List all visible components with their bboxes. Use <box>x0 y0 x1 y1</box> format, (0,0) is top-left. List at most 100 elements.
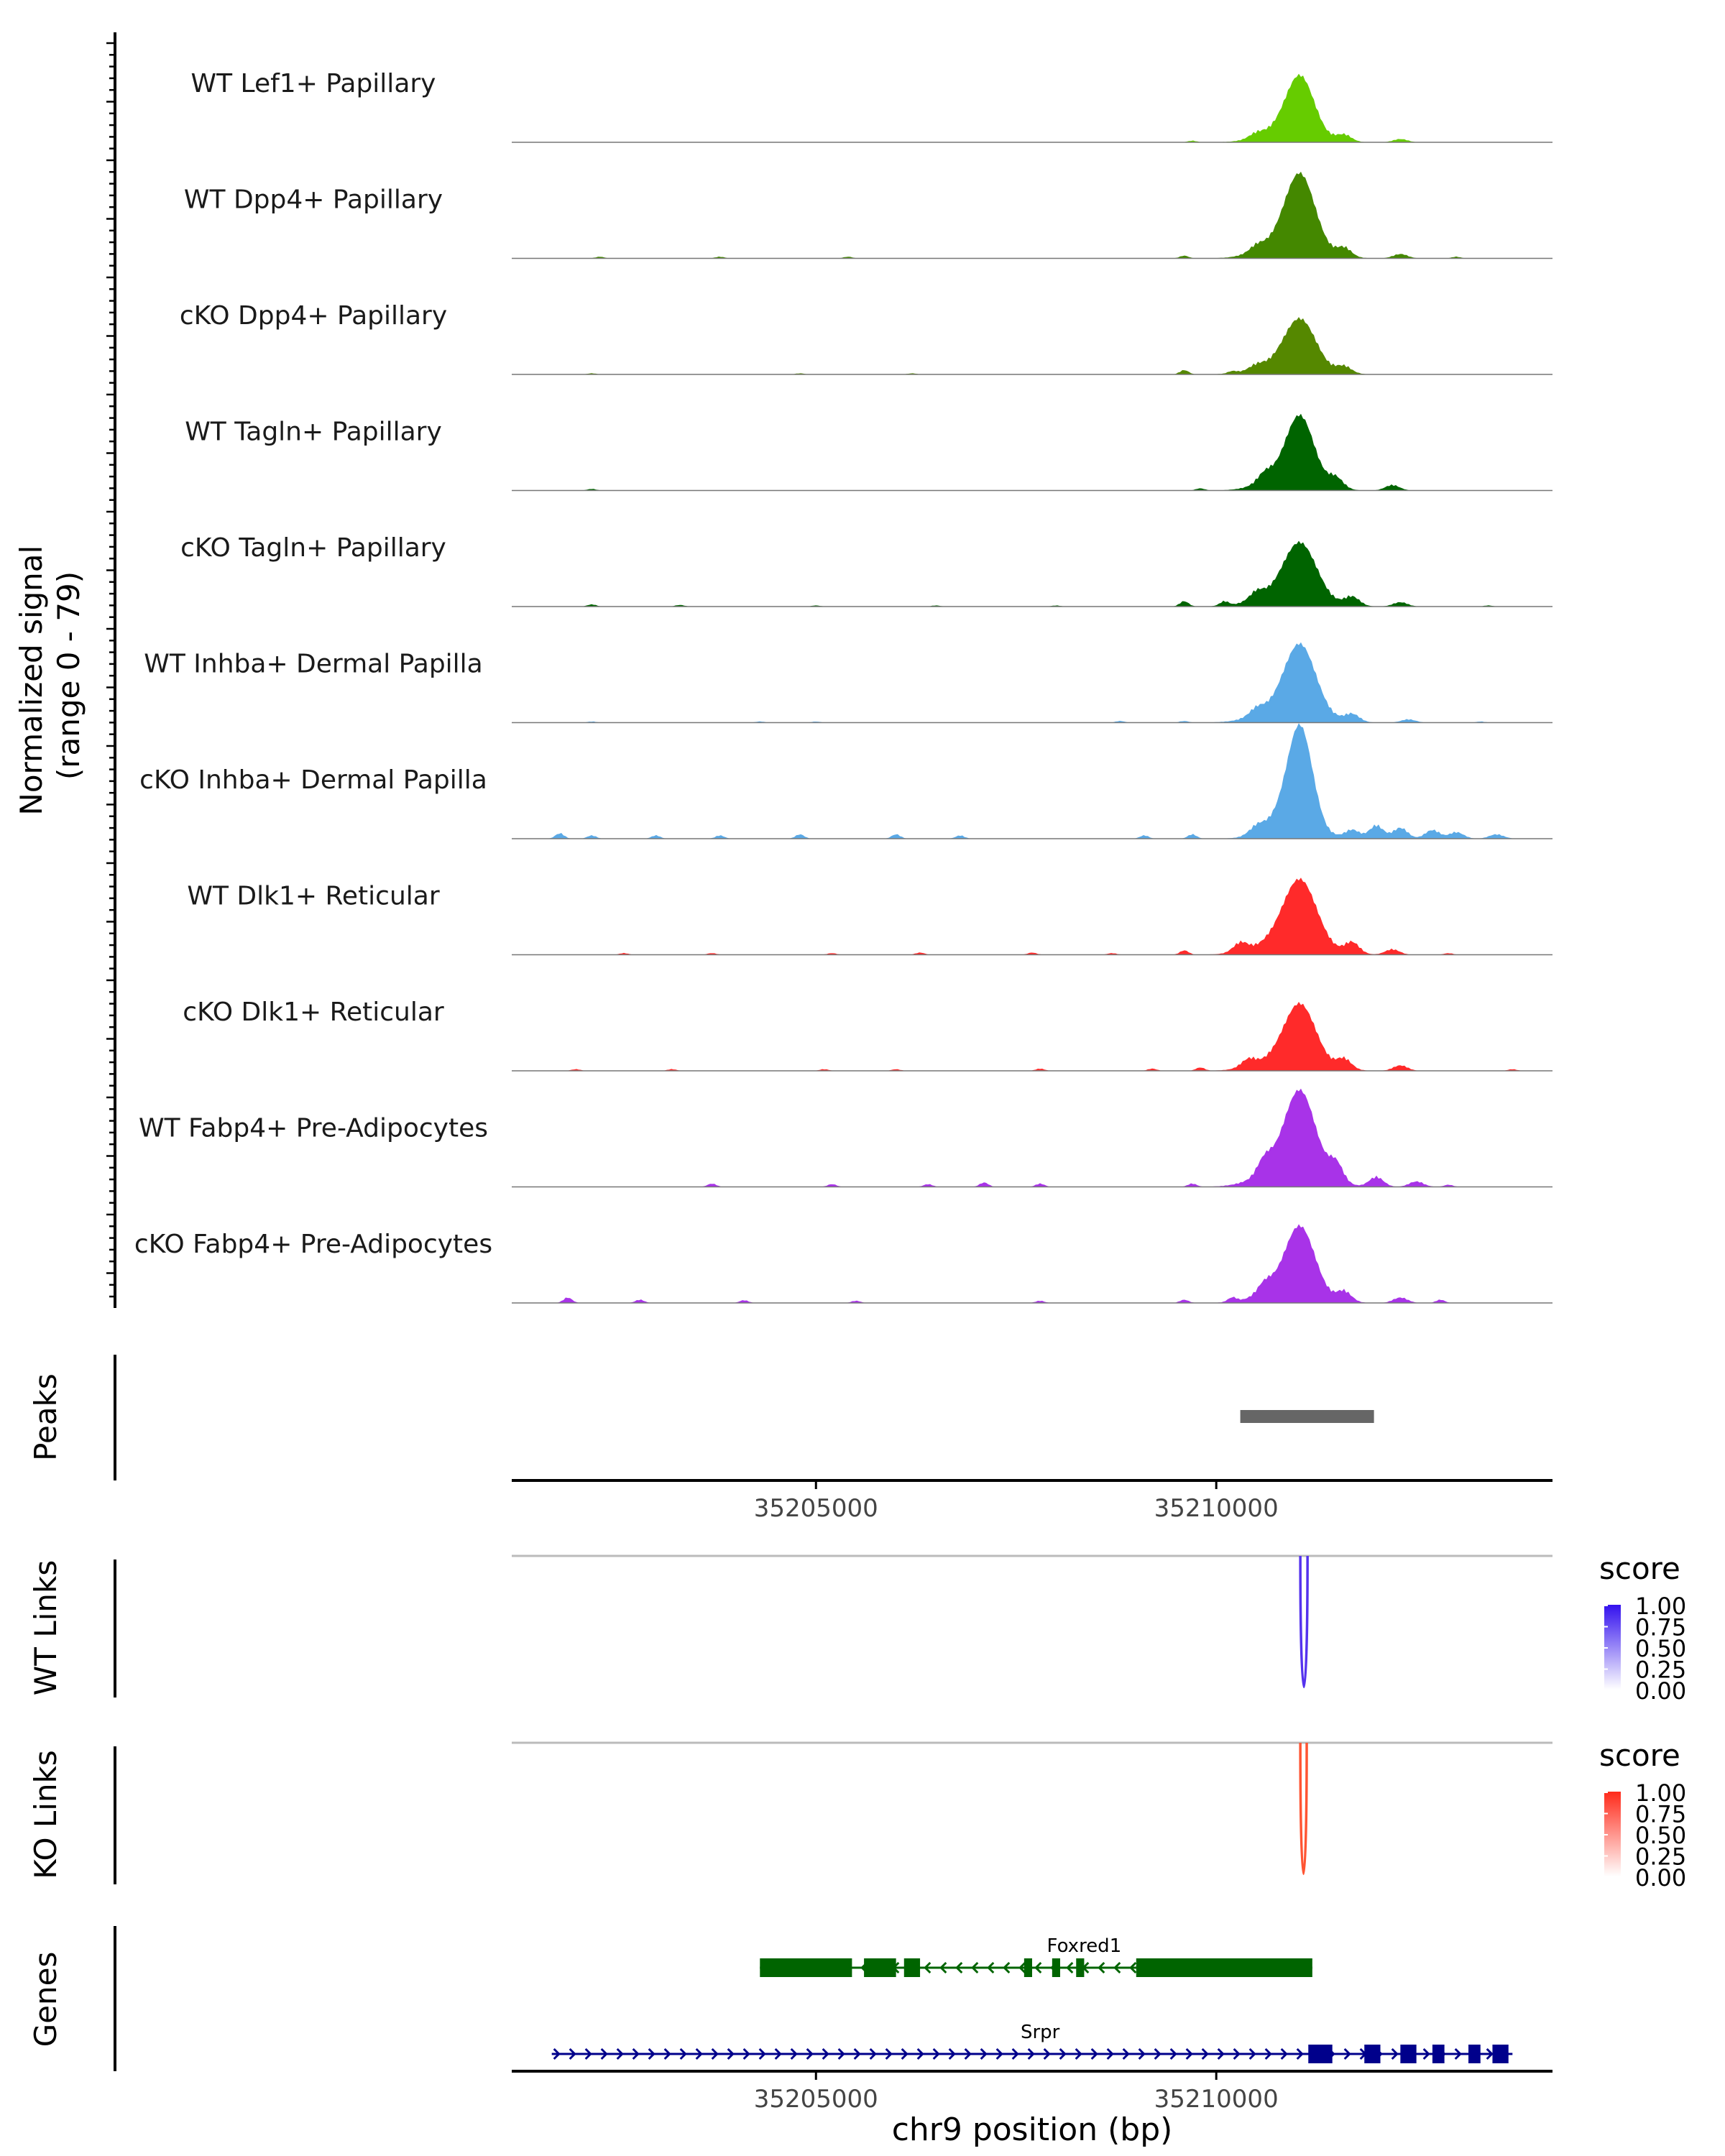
gene-exon <box>1052 1958 1060 1977</box>
gene-strand-arrow <box>1201 2047 1209 2060</box>
gene-strand-arrow <box>569 2047 576 2060</box>
gene-strand-arrow <box>758 2047 766 2060</box>
peak-bars <box>1240 1410 1374 1423</box>
track-label: WT Lef1+ Papillary <box>191 69 436 98</box>
genes-track-label: Genes <box>28 1952 63 2047</box>
gene-strand-arrow <box>1034 1961 1042 1974</box>
gene-strand-arrow <box>1296 2047 1304 2060</box>
position-axis-top-ticks: 35205000 35210000 <box>754 1480 1279 1523</box>
gene-strand-arrow <box>1075 2047 1082 2060</box>
gene-strand-arrow <box>822 2047 829 2060</box>
gene-strand-arrow <box>806 2047 814 2060</box>
coverage-area <box>512 73 1552 142</box>
coverage-area <box>512 642 1552 723</box>
legend-colorbar <box>1604 1792 1621 1876</box>
gene-strand-arrow <box>1169 2047 1177 2060</box>
legend-tick-label: 1.00 <box>1635 1779 1686 1807</box>
gene-strand-arrow <box>1138 2047 1146 2060</box>
track-label: WT Tagln+ Papillary <box>185 418 442 447</box>
gene-exon <box>1364 2045 1381 2063</box>
signal-y-axis-label-line2: (range 0 - 79) <box>51 571 86 780</box>
signal-track: WT Dlk1+ Reticular <box>187 877 1552 956</box>
gene-strand-arrow <box>600 2047 608 2060</box>
gene-strand-arrow <box>932 2047 940 2060</box>
gene-strand-arrow <box>853 2047 861 2060</box>
link-arc <box>1299 1555 1309 1688</box>
position-axis-bottom: 35205000 35210000 chr9 position (bp) <box>512 2070 1552 2148</box>
gene-exon <box>1076 1958 1085 1977</box>
gene-strand-arrow <box>1154 2047 1162 2060</box>
gene-strand-arrow <box>1343 2047 1351 2060</box>
legend-tick-label: 0.50 <box>1635 1635 1686 1662</box>
gene-strand-arrow <box>1027 2047 1035 2060</box>
gene-strand-arrow <box>1106 2047 1114 2060</box>
links-track-label: WT Links <box>28 1560 63 1695</box>
gene-strand-arrow <box>1486 2047 1494 2060</box>
link-arc <box>1299 1742 1308 1875</box>
coverage-area <box>512 1088 1552 1187</box>
links-tracks: WT Links KO Links <box>28 1554 1552 1884</box>
position-axis-bottom-ticks: 35205000 35210000 <box>754 2071 1279 2114</box>
gene-strand-arrow <box>1264 2047 1272 2060</box>
gene-exon <box>1468 2045 1481 2063</box>
signal-track: cKO Fabp4+ Pre-Adipocytes <box>134 1224 1552 1304</box>
score-legend: score 1.000.750.500.250.00 <box>1599 1738 1686 1892</box>
gene-strand-arrow <box>995 2047 1003 2060</box>
gene-strand-arrow <box>1018 1961 1026 1974</box>
peaks-track: Peaks <box>28 1355 1374 1480</box>
gene-strand-arrow <box>948 2047 956 2060</box>
gene-exon <box>1136 1958 1312 1977</box>
legend-tick-label: 0.00 <box>1635 1677 1686 1705</box>
legend-tick-label: 0.75 <box>1635 1614 1686 1641</box>
legend-title: score <box>1599 1738 1680 1773</box>
gene-strand-arrow <box>711 2047 719 2060</box>
signal-tracks: WT Lef1+ Papillary WT Dpp4+ Papillary cKO … <box>134 69 1552 1304</box>
track-label: cKO Tagln+ Papillary <box>180 533 446 563</box>
gene-strand-arrow <box>1391 2047 1399 2060</box>
legend-tick-label: 0.50 <box>1635 1822 1686 1849</box>
legend-title: score <box>1599 1551 1680 1586</box>
legend-tick-label: 0.75 <box>1635 1801 1686 1828</box>
gene-strand-arrow <box>616 2047 624 2060</box>
track-label: cKO Dpp4+ Papillary <box>180 301 447 331</box>
gene-exon <box>1432 2045 1445 2063</box>
gene-exon <box>1400 2045 1417 2063</box>
signal-track: WT Lef1+ Papillary <box>191 69 1552 143</box>
coverage-area <box>512 413 1552 491</box>
score-legends: score1.000.750.500.250.00score1.000.750.… <box>1599 1551 1686 1892</box>
x-axis-label: chr9 position (bp) <box>892 2111 1173 2148</box>
gene-strand-arrow <box>837 2047 845 2060</box>
gene-strand-arrow <box>1003 1961 1011 1974</box>
legend-colorbar <box>1604 1605 1621 1690</box>
track-label: cKO Inhba+ Dermal Papilla <box>139 765 487 795</box>
position-tick-label: 35210000 <box>1154 1494 1279 1523</box>
gene-strand-arrow <box>742 2047 750 2060</box>
coverage-area <box>512 171 1552 259</box>
gene-strand-arrow <box>679 2047 687 2060</box>
gene-strand-arrow <box>939 1961 947 1974</box>
signal-track: WT Inhba+ Dermal Papilla <box>144 642 1552 724</box>
gene-strand-arrow <box>1122 2047 1130 2060</box>
gene-strand-arrow <box>648 2047 656 2060</box>
legend-tick-label: 0.00 <box>1635 1864 1686 1892</box>
gene-strand-arrow <box>695 2047 703 2060</box>
gene-strand-arrow <box>727 2047 735 2060</box>
position-axis-top: 35205000 35210000 <box>512 1479 1552 1523</box>
signal-track: cKO Dpp4+ Papillary <box>180 301 1552 375</box>
coverage-area <box>512 723 1552 839</box>
gene-strand-arrow <box>924 1961 932 1974</box>
gene-strand-arrow <box>663 2047 671 2060</box>
track-label: WT Fabp4+ Pre-Adipocytes <box>139 1114 488 1143</box>
gene-name-label: Srpr <box>1021 2022 1060 2043</box>
position-tick-label: 35205000 <box>754 2085 878 2114</box>
position-tick-label: 35210000 <box>1154 2085 1279 2114</box>
gene-strand-arrow <box>1043 2047 1051 2060</box>
gene-strand-arrow <box>1011 2047 1019 2060</box>
gene-strand-arrow <box>1454 2047 1462 2060</box>
peaks-track-label: Peaks <box>28 1373 63 1461</box>
coverage-area <box>512 877 1552 955</box>
gene-strand-arrow <box>885 2047 893 2060</box>
signal-track: cKO Inhba+ Dermal Papilla <box>139 723 1552 839</box>
coverage-area <box>512 1224 1552 1303</box>
